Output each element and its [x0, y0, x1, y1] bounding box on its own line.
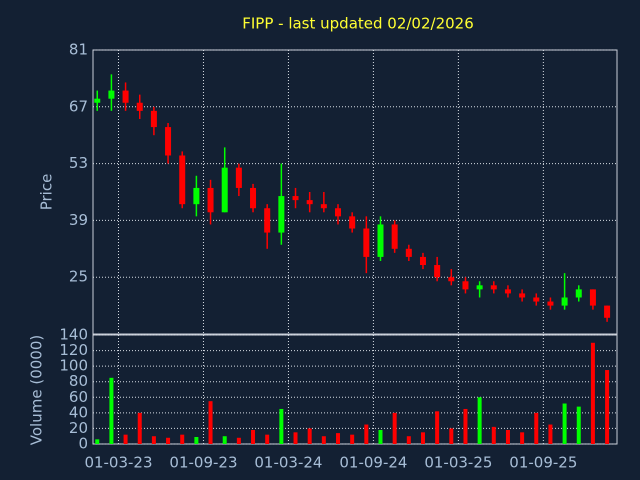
candle-body — [165, 127, 172, 156]
volume-bar — [491, 426, 496, 444]
volume-bar — [180, 434, 185, 444]
x-tick-label: 01-03-24 — [254, 454, 322, 472]
candle-body — [377, 224, 384, 257]
chart-title: FIPP - last updated 02/02/2026 — [242, 15, 474, 33]
volume-bar — [151, 436, 156, 444]
volume-bar — [194, 436, 199, 444]
volume-bar — [336, 433, 341, 444]
volume-bar — [236, 437, 241, 444]
candle-body — [136, 102, 143, 111]
x-tick-label: 01-09-25 — [509, 454, 577, 472]
candle-body — [150, 110, 157, 128]
candle-body — [94, 98, 101, 103]
volume-bar — [449, 428, 454, 444]
volume-bar — [605, 370, 610, 444]
candle-body — [533, 297, 540, 302]
volume-bar — [420, 432, 425, 444]
volume-bar — [364, 424, 369, 444]
candle-body — [349, 216, 356, 229]
candle-body — [306, 200, 313, 205]
candle-body — [391, 224, 398, 249]
volume-bar — [505, 429, 510, 444]
y-tick-label: 53 — [69, 154, 88, 172]
volume-bar — [95, 439, 100, 444]
candle-body — [250, 187, 257, 209]
volume-bar — [307, 428, 312, 444]
y-tick-label: 25 — [69, 268, 88, 286]
candle-body — [476, 285, 483, 290]
volume-bar — [548, 424, 553, 444]
volume-bar — [562, 403, 567, 444]
volume-bar — [123, 434, 128, 444]
volume-bar — [137, 412, 142, 444]
x-tick-label: 01-03-25 — [424, 454, 492, 472]
candle-body — [207, 187, 214, 213]
volume-bar — [576, 406, 581, 444]
candle-body — [264, 208, 271, 233]
y2-tick-label: 60 — [69, 388, 88, 406]
volume-bar — [378, 429, 383, 444]
volume-bar — [208, 401, 213, 444]
candle-body — [561, 297, 568, 306]
candle-body — [448, 277, 455, 282]
candle-body — [589, 289, 596, 306]
volume-bar — [265, 434, 270, 444]
y-tick-label: 39 — [69, 211, 88, 229]
volume-bar — [590, 342, 595, 444]
y2-tick-label: 40 — [69, 403, 88, 421]
y2-tick-label: 120 — [59, 341, 88, 359]
y2-tick-label: 20 — [69, 419, 88, 437]
y2-tick-label: 100 — [59, 357, 88, 375]
y-tick-label: 67 — [69, 97, 88, 115]
candle-body — [335, 208, 342, 217]
y2-tick-label: 140 — [59, 326, 88, 344]
volume-bar — [251, 429, 256, 444]
candle-body — [193, 187, 200, 205]
x-tick-label: 01-09-24 — [339, 454, 407, 472]
candle-body — [122, 90, 129, 103]
volume-bar — [321, 436, 326, 444]
volume-bar — [279, 408, 284, 444]
candle-body — [462, 281, 469, 290]
candle-body — [179, 155, 186, 205]
candle-body — [405, 248, 412, 257]
candle-body — [419, 256, 426, 266]
volume-bar — [534, 412, 539, 444]
candle-body — [519, 293, 526, 298]
candle-body — [320, 204, 327, 209]
y-tick-label: 81 — [69, 41, 88, 59]
x-tick-label: 01-09-23 — [169, 454, 237, 472]
volume-bar — [109, 377, 114, 444]
volume-bar — [293, 432, 298, 444]
candle-body — [278, 196, 285, 233]
volume-bar — [435, 411, 440, 444]
y-axis-label: Price — [38, 174, 56, 211]
y2-tick-label: 80 — [69, 372, 88, 390]
candle-body — [221, 167, 228, 213]
candle-body — [363, 228, 370, 257]
volume-bar — [350, 434, 355, 444]
candle-body — [434, 265, 441, 278]
candle-body — [490, 285, 497, 290]
candle-body — [108, 90, 115, 99]
volume-bar — [477, 397, 482, 444]
volume-bar — [406, 436, 411, 444]
candle-body — [504, 289, 511, 294]
candle-body — [547, 301, 554, 306]
y2-tick-label: 0 — [78, 435, 88, 453]
candle-body — [604, 305, 611, 318]
volume-bar — [392, 412, 397, 444]
volume-bar — [222, 436, 227, 444]
candle-body — [235, 167, 242, 188]
x-tick-label: 01-03-23 — [84, 454, 152, 472]
y2-axis-label: Volume (0000) — [28, 335, 46, 445]
volume-bar — [463, 408, 468, 444]
volume-bar — [166, 437, 171, 444]
candle-body — [575, 289, 582, 298]
candle-body — [292, 196, 299, 201]
volume-bar — [520, 432, 525, 444]
